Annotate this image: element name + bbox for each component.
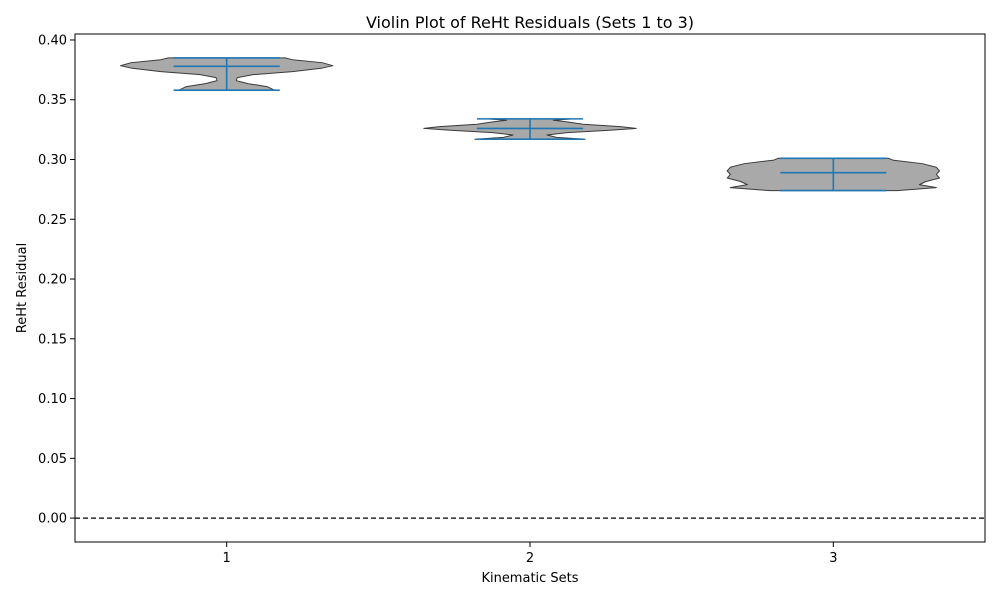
y-tick-label: 0.25 [38, 213, 67, 228]
x-tick-label: 1 [223, 551, 231, 566]
y-tick-label: 0.40 [38, 33, 67, 48]
violin-group [726, 157, 940, 192]
x-axis: 1 2 3 [223, 542, 837, 566]
x-tick-label: 2 [526, 551, 534, 566]
chart-title: Violin Plot of ReHt Residuals (Sets 1 to… [366, 13, 694, 32]
violin-group [423, 118, 637, 140]
y-tick-label: 0.30 [38, 153, 67, 168]
y-axis: 0.00 0.05 0.10 0.15 0.20 0.25 0.30 0.35 0.40 [38, 33, 75, 527]
y-axis-label: ReHt Residual [15, 243, 30, 333]
y-tick-label: 0.10 [38, 392, 67, 407]
x-tick-label: 3 [829, 551, 837, 566]
violin-group [120, 57, 334, 91]
x-axis-label: Kinematic Sets [481, 571, 578, 586]
y-tick-label: 0.35 [38, 93, 67, 108]
y-tick-label: 0.00 [38, 512, 67, 527]
plot-area [74, 33, 986, 543]
y-tick-label: 0.05 [38, 452, 67, 467]
y-tick-label: 0.20 [38, 273, 67, 288]
y-tick-label: 0.15 [38, 332, 67, 347]
